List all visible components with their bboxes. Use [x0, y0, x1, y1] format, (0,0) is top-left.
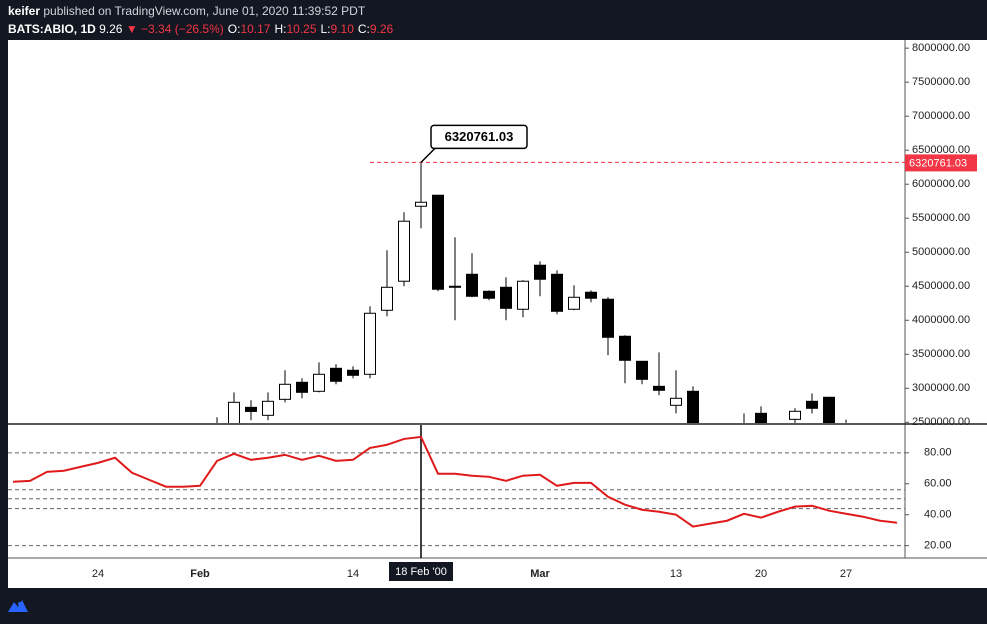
x-tick-label: Mar — [530, 568, 550, 580]
crosshair-label: 18 Feb '00 — [395, 566, 447, 578]
ohlc: O:10.17 H:10.25 L:9.10 C:9.26 — [228, 22, 394, 36]
author: keifer — [8, 4, 40, 18]
y-tick-label: 6500000.00 — [912, 144, 970, 156]
candle-body — [228, 401, 240, 423]
candle-body — [279, 383, 291, 400]
candle-body — [551, 273, 563, 312]
published: published on TradingView.com, June 01, 2… — [43, 4, 365, 18]
price-label-bg — [905, 154, 977, 172]
x-tick-label: 13 — [670, 568, 682, 580]
candle-body — [806, 400, 818, 409]
candle-body — [432, 194, 444, 290]
y-tick-label: 40.00 — [924, 509, 952, 521]
ohlc-value: 9.10 — [331, 22, 355, 36]
logo — [8, 600, 28, 612]
candle-body — [415, 201, 427, 207]
y-tick-label: 3500000.00 — [912, 348, 970, 360]
y-tick-label: 20.00 — [924, 540, 952, 552]
candle-body — [602, 298, 614, 338]
x-tick-label: 20 — [755, 568, 767, 580]
candle-body — [517, 280, 529, 310]
y-tick-label: 5000000.00 — [912, 246, 970, 258]
callout-box — [430, 124, 528, 150]
candle-body — [347, 369, 359, 376]
candle-body — [755, 412, 767, 423]
candle-body — [466, 273, 478, 297]
ohlc-label: H: — [274, 22, 286, 36]
header-line: keifer published on TradingView.com, Jun… — [8, 4, 366, 18]
candle-body — [823, 396, 835, 423]
last: 9.26 — [99, 22, 123, 36]
y-tick-label: 60.00 — [924, 478, 952, 490]
ohlc-value: 10.17 — [240, 22, 270, 36]
y-tick-label: 7000000.00 — [912, 110, 970, 122]
ohlc-label: L: — [321, 22, 331, 36]
candle-body — [398, 220, 410, 282]
candle-body — [619, 335, 631, 361]
x-tick-label: 27 — [840, 568, 852, 580]
candle-body — [636, 360, 648, 380]
y-tick-label: 4000000.00 — [912, 314, 970, 326]
candle-body — [534, 264, 546, 280]
symbol: BATS:ABIO, 1D — [8, 22, 96, 36]
y-tick-label: 80.00 — [924, 447, 952, 459]
callout-pointer — [420, 147, 436, 163]
y-tick-label: 4500000.00 — [912, 280, 970, 292]
y-tick-label: 8000000.00 — [912, 42, 970, 54]
candle-body — [381, 286, 393, 311]
candle-body — [670, 397, 682, 406]
plot-background — [8, 40, 987, 588]
x-tick-label: 24 — [92, 568, 104, 580]
crosshair-label-bg — [389, 562, 453, 581]
ohlc-label: O: — [228, 22, 241, 36]
rsi-line — [12, 435, 898, 528]
candle-body — [330, 367, 342, 382]
candle-body — [789, 410, 801, 420]
x-tick-label: Feb — [190, 568, 210, 580]
ohlc-value: 10.25 — [286, 22, 316, 36]
y-tick-label: 6000000.00 — [912, 178, 970, 190]
candle-body — [262, 400, 274, 416]
symbol-line: BATS:ABIO, 1D 9.26 ▼ −3.34 (−26.5%) O:10.… — [8, 22, 394, 36]
price-pane — [216, 162, 847, 423]
candle-body — [568, 296, 580, 310]
ohlc-value: 9.26 — [370, 22, 394, 36]
callout-label: 6320761.03 — [445, 129, 514, 144]
y-tick-label: 5500000.00 — [912, 212, 970, 224]
x-tick-label: 14 — [347, 568, 359, 580]
candle-body — [483, 290, 495, 299]
candle-body — [653, 385, 665, 391]
candle-body — [585, 291, 597, 299]
footer — [0, 588, 987, 624]
candle-body — [500, 286, 512, 309]
candle-body — [449, 285, 461, 288]
candle-body — [364, 312, 376, 375]
ohlc-label: C: — [358, 22, 370, 36]
price-label: 6320761.03 — [909, 157, 967, 169]
y-tick-label: 2500000.00 — [912, 416, 970, 428]
candle-body — [245, 406, 257, 412]
y-tick-label: 7500000.00 — [912, 76, 970, 88]
y-tick-label: 3000000.00 — [912, 382, 970, 394]
candle-body — [687, 390, 699, 423]
change: ▼ −3.34 (−26.5%) — [126, 22, 224, 36]
candle-body — [313, 373, 325, 392]
candle-body — [296, 381, 308, 393]
